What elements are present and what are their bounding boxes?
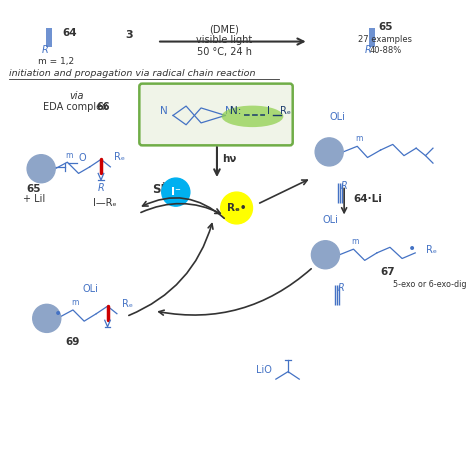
Text: 50 °C, 24 h: 50 °C, 24 h xyxy=(197,46,252,57)
Circle shape xyxy=(33,304,61,332)
Text: Rₑ: Rₑ xyxy=(280,106,291,116)
FancyArrowPatch shape xyxy=(143,198,224,219)
Text: m = 1,2: m = 1,2 xyxy=(38,57,74,66)
Text: 3: 3 xyxy=(125,30,133,40)
Text: 40-88%: 40-88% xyxy=(369,46,401,55)
Circle shape xyxy=(315,138,343,166)
Text: 27 examples: 27 examples xyxy=(358,35,412,44)
FancyArrowPatch shape xyxy=(129,224,213,315)
Text: 64: 64 xyxy=(62,28,76,38)
Text: •: • xyxy=(408,242,417,256)
Text: R: R xyxy=(42,45,48,55)
Text: N:: N: xyxy=(230,106,241,116)
Text: (DME): (DME) xyxy=(210,24,239,34)
Text: EDA complex: EDA complex xyxy=(43,102,110,112)
Text: 65: 65 xyxy=(378,22,392,32)
Text: m: m xyxy=(356,134,363,143)
Text: Rₑ: Rₑ xyxy=(427,245,438,255)
Text: m: m xyxy=(352,237,359,246)
Circle shape xyxy=(311,241,339,269)
Text: 65: 65 xyxy=(27,184,41,194)
Text: R: R xyxy=(341,182,347,191)
Text: 64·Li: 64·Li xyxy=(353,194,382,204)
Text: I: I xyxy=(267,106,270,116)
Text: I⁻: I⁻ xyxy=(171,187,181,197)
Text: 66: 66 xyxy=(96,102,109,112)
Text: 69: 69 xyxy=(66,337,80,346)
Text: •: • xyxy=(54,307,62,321)
Text: LiO: LiO xyxy=(256,365,272,374)
Text: OLi: OLi xyxy=(323,215,338,225)
Text: N: N xyxy=(225,106,233,116)
Text: I—Rₑ: I—Rₑ xyxy=(93,198,117,208)
Text: m: m xyxy=(65,151,73,160)
Ellipse shape xyxy=(222,106,283,127)
Text: 67: 67 xyxy=(381,267,395,277)
Text: SET: SET xyxy=(152,183,177,196)
Text: R: R xyxy=(338,283,345,293)
Circle shape xyxy=(27,155,55,183)
Text: Rₑ: Rₑ xyxy=(121,299,133,309)
Text: initiation and propagation via radical chain reaction: initiation and propagation via radical c… xyxy=(9,69,256,78)
FancyArrowPatch shape xyxy=(141,204,220,213)
Text: OLi: OLi xyxy=(329,112,345,122)
FancyArrowPatch shape xyxy=(159,269,311,315)
Circle shape xyxy=(162,178,190,206)
Text: visible light: visible light xyxy=(196,36,253,46)
Circle shape xyxy=(221,192,253,224)
Text: Rₑ: Rₑ xyxy=(114,152,125,162)
Text: hν: hν xyxy=(222,154,236,164)
Text: R: R xyxy=(365,45,372,55)
Text: Rₑ•: Rₑ• xyxy=(227,203,246,213)
Text: R: R xyxy=(98,183,104,193)
Text: + LiI: + LiI xyxy=(23,194,45,204)
Text: N: N xyxy=(160,106,167,116)
Text: 5-exo or 6-exo-dig: 5-exo or 6-exo-dig xyxy=(393,280,466,289)
Text: OLi: OLi xyxy=(82,284,98,294)
FancyBboxPatch shape xyxy=(139,83,293,146)
Text: via: via xyxy=(69,91,84,100)
Text: O: O xyxy=(79,153,86,163)
Text: m: m xyxy=(71,298,79,307)
